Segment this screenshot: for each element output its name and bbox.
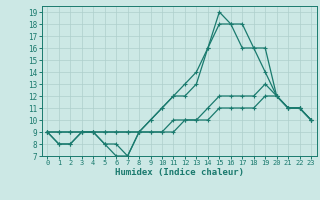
X-axis label: Humidex (Indice chaleur): Humidex (Indice chaleur) <box>115 168 244 177</box>
